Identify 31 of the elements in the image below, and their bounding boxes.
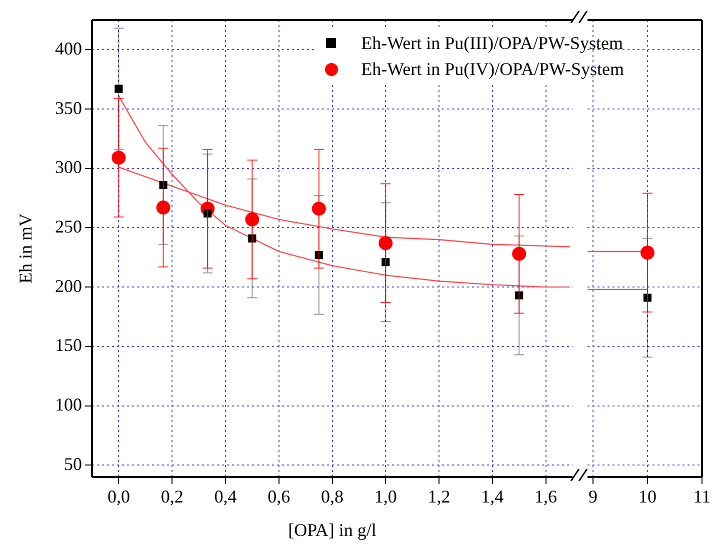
y-axis-title: Eh in mV xyxy=(16,214,36,284)
x-axis-title: [OPA] in g/l xyxy=(288,520,376,540)
y-tick-label: 50 xyxy=(64,454,82,474)
legend-label: Eh-Wert in Pu(IV)/OPA/PW-System xyxy=(361,58,624,80)
x-tick-label: 0,6 xyxy=(268,486,290,507)
point xyxy=(512,246,526,261)
x-tick-label: 1,6 xyxy=(534,486,558,507)
x-tick-label: 0,0 xyxy=(107,486,130,507)
point xyxy=(378,236,393,250)
y-tick-label: 100 xyxy=(55,394,82,415)
point xyxy=(156,200,170,215)
x-tick-label: 10 xyxy=(638,486,656,507)
y-tick-label: 250 xyxy=(55,216,82,236)
legend-label: Eh-Wert in Pu(III)/OPA/PW-System xyxy=(361,32,623,54)
x-tick-label: 11 xyxy=(693,486,711,507)
x-tick-label: 0,4 xyxy=(214,486,237,507)
point xyxy=(114,84,123,93)
x-tick-label: 9 xyxy=(588,486,598,507)
x-tick-label: 0,2 xyxy=(160,486,184,507)
y-tick-label: 400 xyxy=(55,38,82,58)
point xyxy=(312,202,326,216)
y-tick-label: 300 xyxy=(55,157,82,178)
y-tick-label: 200 xyxy=(55,276,82,296)
point xyxy=(245,212,260,226)
point xyxy=(112,150,126,165)
x-tick-label: 0,8 xyxy=(321,486,344,507)
x-tick-label: 1,4 xyxy=(481,486,504,507)
y-tick-label: 350 xyxy=(55,98,82,118)
x-tick-label: 1,2 xyxy=(428,486,450,507)
x-tick-label: 1,0 xyxy=(374,486,397,507)
y-tick-label: 150 xyxy=(55,335,82,356)
